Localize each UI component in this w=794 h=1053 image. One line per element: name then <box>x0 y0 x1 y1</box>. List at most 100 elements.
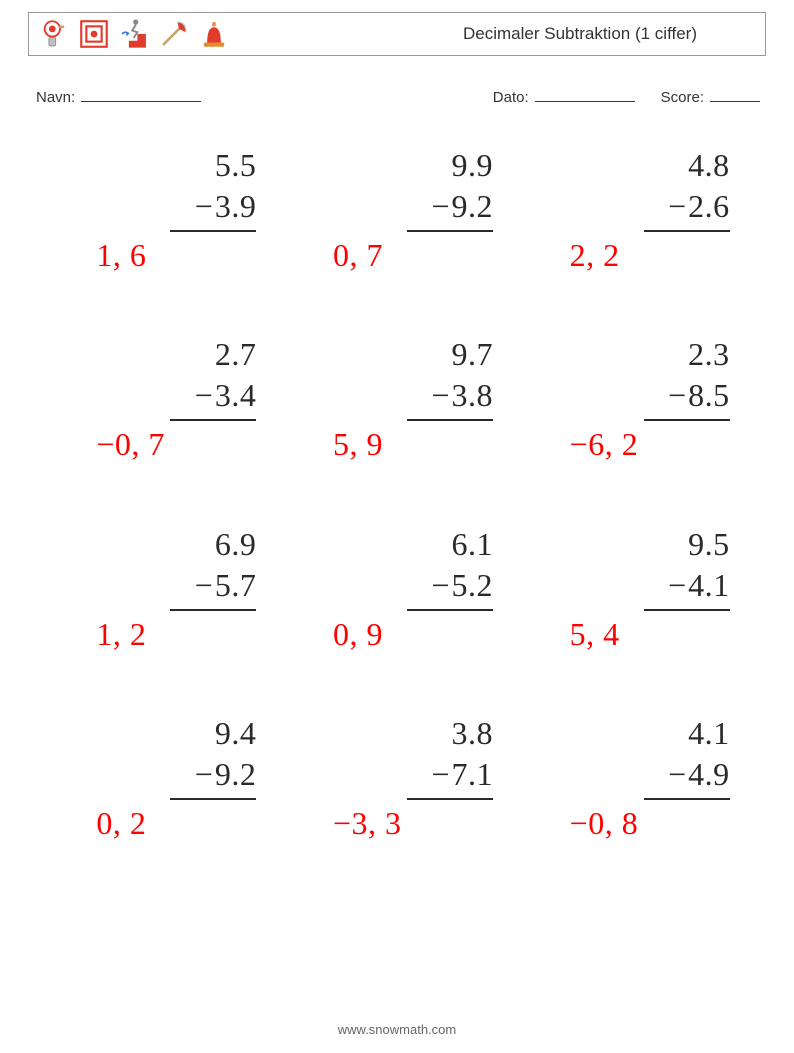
rule-line <box>407 609 493 611</box>
footer-text: www.snowmath.com <box>338 1022 456 1037</box>
minuend: 9.5 <box>688 524 730 565</box>
minus-sign: − <box>431 567 449 604</box>
alarm-bell-icon <box>37 17 71 51</box>
date-blank[interactable] <box>535 88 635 102</box>
problem: 9.4−9.2 0, 2 <box>66 713 256 842</box>
problem: 9.5−4.1 5, 4 <box>540 524 730 653</box>
subtrahend-row: −4.9 <box>668 754 730 795</box>
header-box: Decimaler Subtraktion (1 ciffer) <box>28 12 766 56</box>
subtrahend: 3.4 <box>215 375 257 416</box>
problem: 4.1−4.9 −0, 8 <box>540 713 730 842</box>
subtrahend: 3.9 <box>215 186 257 227</box>
minus-sign: − <box>195 377 213 414</box>
minuend: 6.9 <box>215 524 257 565</box>
problem: 2.7−3.4 −0, 7 <box>66 334 256 463</box>
rule-line <box>170 609 256 611</box>
rule-line <box>170 230 256 232</box>
minuend: 9.7 <box>451 334 493 375</box>
subtrahend-row: −3.9 <box>195 186 257 227</box>
minuend: 5.5 <box>215 145 257 186</box>
problem: 6.1−5.2 0, 9 <box>303 524 493 653</box>
minuend: 9.4 <box>215 713 257 754</box>
answer: 5, 4 <box>570 615 620 653</box>
subtrahend: 9.2 <box>215 754 257 795</box>
answer: 0, 2 <box>96 804 146 842</box>
footer: www.snowmath.com <box>0 1022 794 1037</box>
answer: 2, 2 <box>570 236 620 274</box>
rule-line <box>644 419 730 421</box>
axe-icon <box>157 17 191 51</box>
minus-sign: − <box>668 567 686 604</box>
problem: 9.7−3.8 5, 9 <box>303 334 493 463</box>
rule-line <box>407 419 493 421</box>
target-square-icon <box>77 17 111 51</box>
subtrahend-row: −7.1 <box>431 754 493 795</box>
rule-line <box>644 609 730 611</box>
minuend: 2.7 <box>215 334 257 375</box>
subtrahend: 7.1 <box>451 754 493 795</box>
minuend: 4.8 <box>688 145 730 186</box>
minus-sign: − <box>195 567 213 604</box>
meta-row: Navn: Dato: Score: <box>36 88 760 106</box>
subtrahend: 3.8 <box>451 375 493 416</box>
rule-line <box>407 798 493 800</box>
minus-sign: − <box>668 756 686 793</box>
date-label: Dato: <box>493 89 529 106</box>
problem: 9.9−9.2 0, 7 <box>303 145 493 274</box>
answer: −0, 7 <box>96 425 165 463</box>
rule-line <box>170 798 256 800</box>
problem: 6.9−5.7 1, 2 <box>66 524 256 653</box>
rule-line <box>170 419 256 421</box>
meta-name: Navn: <box>36 88 201 106</box>
subtrahend: 4.9 <box>688 754 730 795</box>
minuend: 9.9 <box>451 145 493 186</box>
answer: 0, 7 <box>333 236 383 274</box>
header-title: Decimaler Subtraktion (1 ciffer) <box>463 24 757 44</box>
name-blank[interactable] <box>81 88 201 102</box>
siren-light-icon <box>197 17 231 51</box>
problem: 2.3−8.5 −6, 2 <box>540 334 730 463</box>
worksheet-page: Decimaler Subtraktion (1 ciffer) Navn: D… <box>0 0 794 1053</box>
score-blank[interactable] <box>710 88 760 102</box>
subtrahend: 4.1 <box>688 565 730 606</box>
problem: 5.5−3.9 1, 6 <box>66 145 256 274</box>
subtrahend: 8.5 <box>688 375 730 416</box>
answer: −6, 2 <box>570 425 639 463</box>
answer: 1, 6 <box>96 236 146 274</box>
minus-sign: − <box>668 188 686 225</box>
subtrahend: 5.2 <box>451 565 493 606</box>
subtrahend: 5.7 <box>215 565 257 606</box>
answer: 1, 2 <box>96 615 146 653</box>
answer: 5, 9 <box>333 425 383 463</box>
subtrahend: 9.2 <box>451 186 493 227</box>
minuend: 6.1 <box>451 524 493 565</box>
rule-line <box>644 230 730 232</box>
answer: −0, 8 <box>570 804 639 842</box>
minus-sign: − <box>431 756 449 793</box>
problem: 3.8−7.1−3, 3 <box>303 713 493 842</box>
subtrahend: 2.6 <box>688 186 730 227</box>
subtrahend-row: −3.8 <box>431 375 493 416</box>
subtrahend-row: −9.2 <box>195 754 257 795</box>
minus-sign: − <box>431 377 449 414</box>
subtrahend-row: −4.1 <box>668 565 730 606</box>
minuend: 3.8 <box>451 713 493 754</box>
meta-right: Dato: Score: <box>493 88 760 106</box>
subtrahend-row: −2.6 <box>668 186 730 227</box>
rule-line <box>407 230 493 232</box>
stairs-runner-icon <box>117 17 151 51</box>
minuend: 2.3 <box>688 334 730 375</box>
subtrahend-row: −8.5 <box>668 375 730 416</box>
subtrahend-row: −5.7 <box>195 565 257 606</box>
subtrahend-row: −9.2 <box>431 186 493 227</box>
score-label: Score: <box>661 89 704 106</box>
subtrahend-row: −5.2 <box>431 565 493 606</box>
minus-sign: − <box>195 756 213 793</box>
minus-sign: − <box>668 377 686 414</box>
answer: 0, 9 <box>333 615 383 653</box>
subtrahend-row: −3.4 <box>195 375 257 416</box>
minuend: 4.1 <box>688 713 730 754</box>
minus-sign: − <box>195 188 213 225</box>
problem: 4.8−2.6 2, 2 <box>540 145 730 274</box>
problems-grid: 5.5−3.91, 69.9−9.20, 74.8−2.62, 22.7−3.4… <box>48 145 748 842</box>
